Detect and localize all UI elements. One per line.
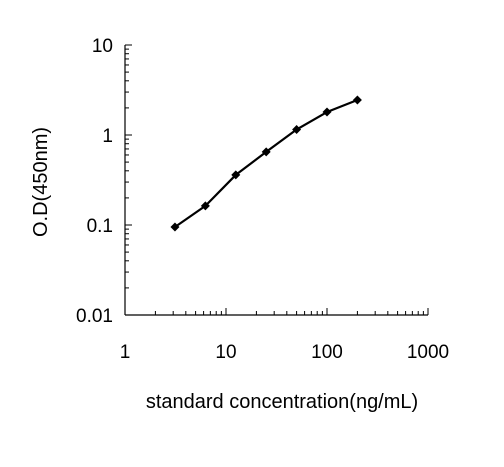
series-line bbox=[174, 98, 358, 228]
y-axis-tick-labels: 0.01 0.1 1 10 bbox=[76, 36, 113, 327]
y-axis-ticks bbox=[125, 44, 132, 316]
x-tick-label: 1 bbox=[120, 342, 131, 363]
y-tick-label: 10 bbox=[92, 36, 113, 57]
y-tick-label: 0.01 bbox=[76, 306, 113, 327]
x-tick-label: 100 bbox=[311, 342, 343, 363]
y-axis-title: O.D(450nm) bbox=[30, 127, 52, 237]
data-point bbox=[261, 147, 271, 157]
x-tick-label: 10 bbox=[215, 342, 236, 363]
chart-axes: 0.01 0.1 1 10 1 10 100 1000 bbox=[76, 36, 449, 363]
data-point bbox=[231, 170, 241, 180]
data-point bbox=[170, 222, 180, 232]
y-tick-label: 0.1 bbox=[87, 216, 113, 237]
x-tick-label: 1000 bbox=[407, 342, 449, 363]
x-axis-ticks bbox=[124, 308, 429, 315]
data-point bbox=[200, 201, 210, 211]
y-tick-label: 1 bbox=[102, 126, 113, 147]
data-point bbox=[352, 95, 362, 105]
data-point bbox=[292, 125, 302, 135]
data-point bbox=[322, 107, 332, 117]
x-axis-tick-labels: 1 10 100 1000 bbox=[120, 342, 449, 363]
x-axis-title: standard concentration(ng/mL) bbox=[146, 391, 418, 413]
series-group bbox=[170, 95, 362, 232]
